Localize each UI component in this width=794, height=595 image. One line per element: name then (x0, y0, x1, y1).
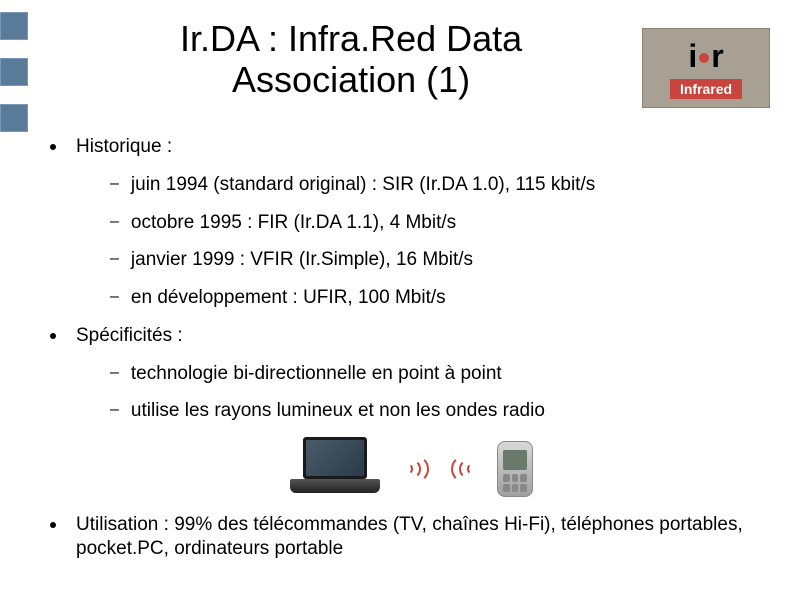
sub-bullet: – en développement : UFIR, 100 Mbit/s (110, 286, 770, 310)
logo-dot-icon (699, 53, 709, 63)
sub-bullet: – janvier 1999 : VFIR (Ir.Simple), 16 Mb… (110, 248, 770, 272)
dash-icon: – (110, 363, 119, 383)
sub-bullet-text: en développement : UFIR, 100 Mbit/s (131, 286, 446, 310)
pda-icon (497, 441, 533, 497)
sidebar-block (0, 58, 28, 86)
page-title: Ir.DA : Infra.Red Data Association (1) (180, 18, 522, 101)
bullet-history-text: Historique : (76, 135, 172, 159)
dash-icon: – (110, 249, 119, 269)
bullet-dot-icon (50, 144, 56, 150)
sub-bullet: – utilise les rayons lumineux et non les… (110, 399, 770, 423)
bullet-specs-text: Spécificités : (76, 324, 183, 348)
title-line2: Association (1) (232, 59, 470, 100)
signal-right-icon (401, 449, 431, 489)
sub-bullet-text: octobre 1995 : FIR (Ir.DA 1.1), 4 Mbit/s (131, 211, 456, 235)
logo-ir-mark: i r (688, 38, 723, 75)
title-line1: Ir.DA : Infra.Red Data (180, 18, 522, 59)
sub-bullet-text: technologie bi-directionnelle en point à… (131, 362, 502, 386)
sub-bullet-text: juin 1994 (standard original) : SIR (Ir.… (131, 173, 595, 197)
ir-illustration (50, 437, 770, 501)
sub-bullet: – technologie bi-directionnelle en point… (110, 362, 770, 386)
bullet-specs: Spécificités : (50, 324, 770, 348)
bullet-dot-icon (50, 333, 56, 339)
logo-letter-r: r (711, 38, 723, 75)
logo-letter-i: i (688, 38, 697, 75)
sub-bullet-text: utilise les rayons lumineux et non les o… (131, 399, 545, 423)
bullet-history: Historique : (50, 135, 770, 159)
dash-icon: – (110, 212, 119, 232)
sidebar-block (0, 104, 28, 132)
laptop-icon (287, 437, 383, 501)
bullet-usage: Utilisation : 99% des télécommandes (TV,… (50, 513, 770, 561)
irda-logo: i r Infrared (642, 28, 770, 108)
sub-bullet-text: janvier 1999 : VFIR (Ir.Simple), 16 Mbit… (131, 248, 473, 272)
dash-icon: – (110, 174, 119, 194)
bullet-usage-text: Utilisation : 99% des télécommandes (TV,… (76, 513, 770, 561)
sub-bullet: – octobre 1995 : FIR (Ir.DA 1.1), 4 Mbit… (110, 211, 770, 235)
logo-infrared-label: Infrared (670, 79, 742, 99)
dash-icon: – (110, 287, 119, 307)
dash-icon: – (110, 400, 119, 420)
bullet-dot-icon (50, 522, 56, 528)
sub-bullet: – juin 1994 (standard original) : SIR (I… (110, 173, 770, 197)
sidebar-block (0, 12, 28, 40)
signal-left-icon (449, 449, 479, 489)
slide-content: Historique : – juin 1994 (standard origi… (50, 135, 770, 575)
